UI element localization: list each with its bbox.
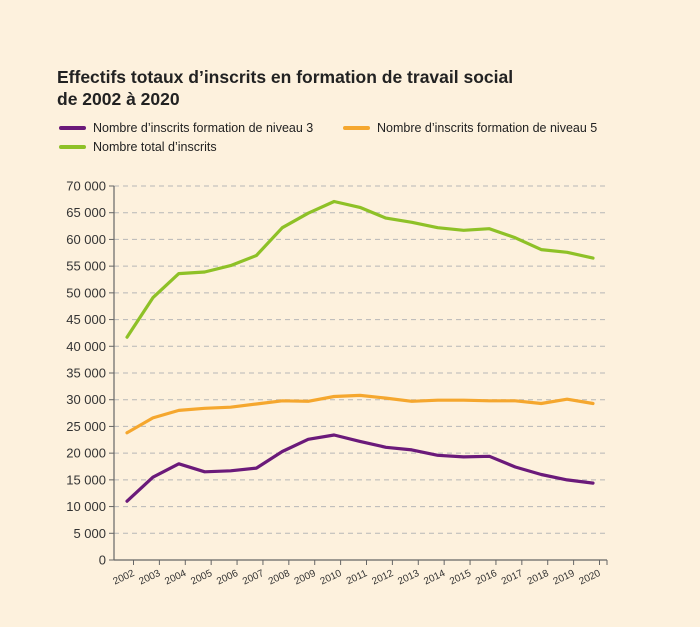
y-tick-label: 65 000 (66, 205, 106, 220)
series-line-2 (125, 393, 595, 435)
x-tick-label: 2009 (293, 568, 318, 588)
chart-title-line-2: de 2002 à 2020 (57, 89, 180, 109)
legend-label-niveau-3: Nombre d’inscrits formation de niveau 3 (93, 121, 314, 135)
y-tick-label: 5 000 (73, 526, 106, 541)
series-line-1 (125, 433, 595, 503)
x-tick-label: 2005 (189, 568, 214, 588)
y-tick-label: 40 000 (66, 339, 106, 354)
y-tick-label: 20 000 (66, 446, 106, 461)
x-tick-label: 2007 (241, 568, 266, 588)
x-tick-label: 2014 (422, 568, 447, 588)
legend-swatch-niveau-3 (59, 126, 86, 130)
x-tick-label: 2010 (319, 568, 344, 588)
x-tick-label: 2020 (578, 568, 603, 588)
y-tick-label: 50 000 (66, 285, 106, 300)
x-tick-label: 2018 (526, 568, 551, 588)
legend-label-total: Nombre total d’inscrits (93, 140, 217, 154)
y-tick-label: 70 000 (66, 179, 106, 194)
legend-item-total: Nombre total d’inscrits (59, 140, 217, 154)
x-tick-label: 2019 (552, 568, 577, 588)
chart-title: Effectifs totaux d’inscrits en formation… (57, 66, 657, 110)
legend-label-niveau-5: Nombre d’inscrits formation de niveau 5 (377, 121, 598, 135)
x-tick-label: 2016 (474, 568, 499, 588)
legend-item-niveau-3: Nombre d’inscrits formation de niveau 3 (59, 121, 313, 135)
x-tick-label: 2003 (137, 568, 162, 588)
y-tick-label: 15 000 (66, 472, 106, 487)
x-tick-label: 2012 (370, 568, 395, 588)
series-line-3 (125, 199, 595, 339)
y-tick-label: 55 000 (66, 259, 106, 274)
y-tick-label: 25 000 (66, 419, 106, 434)
x-tick-label: 2015 (448, 568, 473, 588)
x-tick-label: 2008 (267, 568, 292, 588)
legend-item-niveau-5: Nombre d’inscrits formation de niveau 5 (343, 121, 597, 135)
legend-swatch-niveau-5 (343, 126, 370, 130)
y-tick-label: 60 000 (66, 232, 106, 247)
x-tick-label: 2013 (396, 568, 421, 588)
x-tick-label: 2006 (215, 568, 240, 588)
x-tick-label: 2011 (345, 568, 370, 587)
y-tick-label: 45 000 (66, 312, 106, 327)
y-tick-label: 10 000 (66, 499, 106, 514)
chart-title-line-1: Effectifs totaux d’inscrits en formation… (57, 67, 514, 87)
y-tick-label: 30 000 (66, 392, 106, 407)
x-tick-label: 2002 (112, 568, 137, 588)
x-tick-label: 2017 (500, 568, 525, 588)
x-tick-label: 2004 (163, 568, 188, 588)
y-tick-label: 35 000 (66, 366, 106, 381)
legend-swatch-total (59, 145, 86, 149)
y-tick-label: 0 (99, 553, 106, 568)
